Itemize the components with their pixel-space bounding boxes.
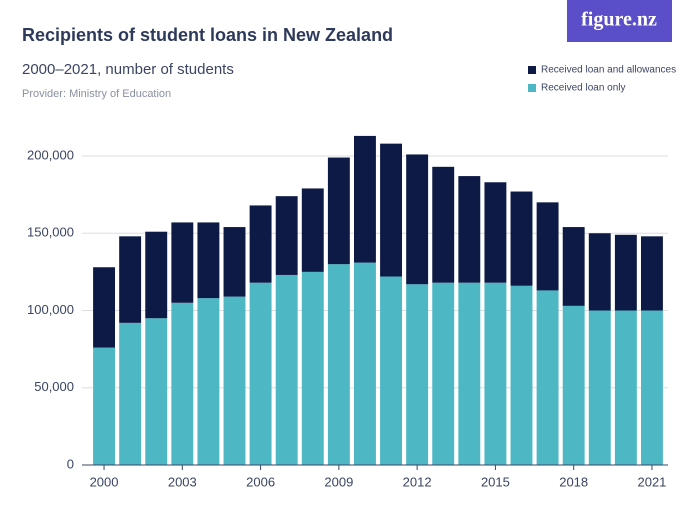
- bar: [93, 267, 116, 348]
- x-tick-label: 2009: [324, 474, 353, 489]
- x-tick-label: 2012: [403, 474, 432, 489]
- logo[interactable]: figure.nz: [581, 9, 657, 31]
- logo-box: [567, 0, 672, 42]
- bar: [510, 191, 533, 286]
- bar: [301, 271, 324, 465]
- bar: [353, 135, 376, 263]
- bar: [223, 227, 246, 297]
- legend-swatch: [528, 66, 536, 74]
- bar: [406, 284, 429, 465]
- bar: [484, 282, 507, 465]
- bar: [145, 318, 168, 465]
- bar: [249, 282, 272, 465]
- bar: [145, 231, 168, 319]
- bar: [327, 264, 350, 465]
- bar: [327, 157, 350, 265]
- bar: [197, 222, 220, 299]
- bar: [510, 285, 533, 465]
- bar: [249, 205, 272, 283]
- bar: [432, 282, 455, 465]
- bar: [275, 196, 298, 275]
- bar: [119, 322, 142, 465]
- bar: [640, 310, 663, 465]
- bar: [93, 347, 116, 465]
- bar: [197, 298, 220, 465]
- bar: [353, 262, 376, 465]
- y-tick-label: 200,000: [27, 147, 74, 162]
- bar: [484, 182, 507, 283]
- bar: [119, 236, 142, 323]
- bar: [458, 176, 481, 283]
- bar: [614, 310, 637, 465]
- provider: Provider: Ministry of Education: [22, 88, 171, 100]
- x-tick-label: 2015: [481, 474, 510, 489]
- legend-label: Received loan and allowances: [541, 65, 676, 76]
- bar: [640, 236, 663, 311]
- bar: [223, 296, 246, 465]
- y-tick-label: 100,000: [27, 302, 74, 317]
- bar: [588, 233, 611, 311]
- bar: [588, 310, 611, 465]
- bar: [562, 227, 585, 306]
- bar: [301, 188, 324, 272]
- x-tick-label: 2006: [246, 474, 275, 489]
- bar: [275, 274, 298, 465]
- legend-swatch: [528, 84, 536, 92]
- y-tick-label: 150,000: [27, 225, 74, 240]
- chart-title: Recipients of student loans in New Zeala…: [22, 25, 393, 45]
- bar: [536, 290, 559, 465]
- bar: [380, 276, 403, 465]
- y-tick-label: 50,000: [34, 379, 74, 394]
- bar: [432, 166, 455, 283]
- bar: [458, 282, 481, 465]
- x-tick-label: 2021: [637, 474, 666, 489]
- bar: [536, 202, 559, 291]
- bar: [614, 234, 637, 311]
- bar: [171, 222, 194, 303]
- bar: [406, 154, 429, 285]
- chart-subtitle: 2000–2021, number of students: [22, 61, 234, 78]
- y-tick-label: 0: [67, 456, 74, 471]
- x-tick-label: 2003: [168, 474, 197, 489]
- bar: [171, 302, 194, 465]
- bar: [562, 305, 585, 465]
- x-tick-label: 2000: [90, 474, 119, 489]
- x-tick-label: 2018: [559, 474, 588, 489]
- bar: [380, 143, 403, 277]
- legend-label: Received loan only: [541, 83, 626, 94]
